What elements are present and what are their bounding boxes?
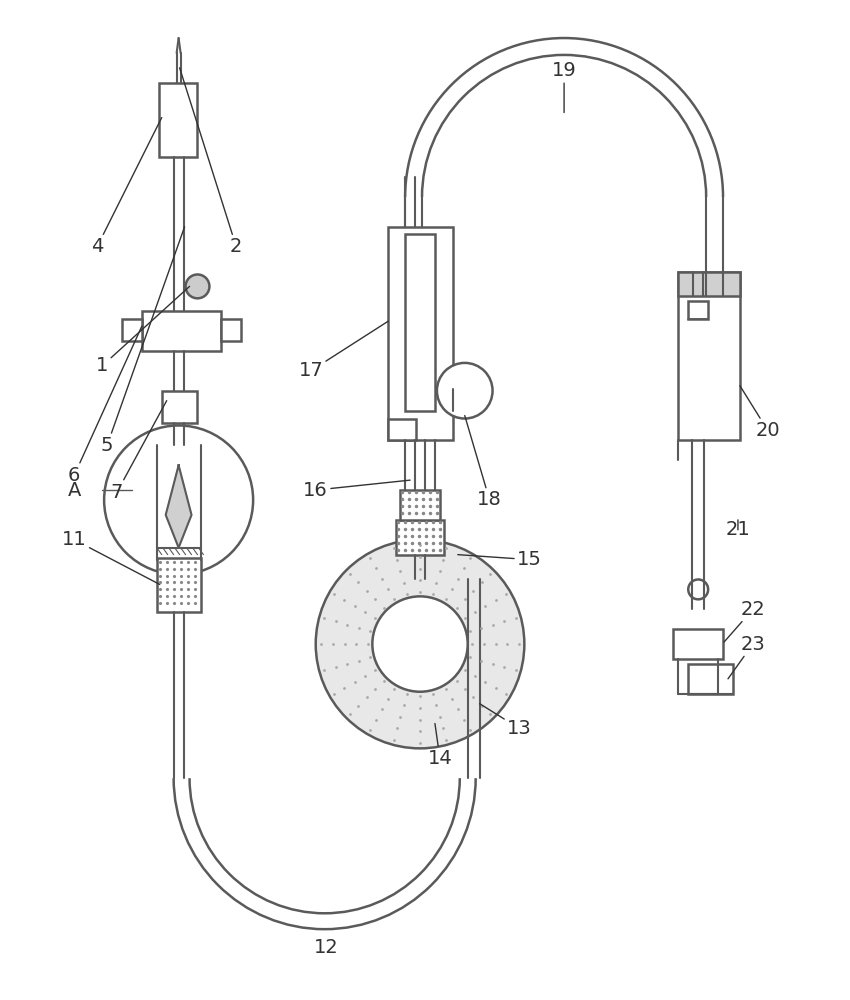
Text: 4: 4 (91, 118, 162, 256)
Text: A: A (68, 481, 81, 500)
Bar (688, 664, 733, 694)
Text: 21: 21 (726, 520, 751, 539)
Text: 16: 16 (303, 480, 410, 500)
Text: 1: 1 (96, 286, 190, 375)
Text: 18: 18 (465, 416, 502, 509)
Text: 13: 13 (479, 704, 532, 738)
Text: 23: 23 (728, 635, 765, 679)
Circle shape (315, 540, 524, 748)
Bar (405, 234, 435, 411)
Bar (388, 419, 416, 440)
Text: 6: 6 (68, 326, 142, 485)
Text: 17: 17 (298, 321, 388, 380)
Text: 19: 19 (552, 61, 576, 113)
Text: 12: 12 (314, 938, 339, 957)
Text: 2: 2 (179, 68, 242, 256)
Circle shape (437, 363, 492, 419)
Bar (162, 391, 197, 423)
Circle shape (185, 274, 209, 298)
Text: 5: 5 (101, 227, 184, 455)
Circle shape (688, 579, 708, 599)
Text: 11: 11 (62, 530, 160, 584)
Bar (678, 272, 740, 440)
Circle shape (372, 596, 468, 692)
Text: 20: 20 (740, 386, 780, 440)
Bar (388, 227, 453, 440)
Bar (156, 558, 201, 612)
Text: 22: 22 (724, 600, 765, 642)
Bar (673, 629, 723, 659)
Bar (400, 490, 440, 520)
Bar (122, 319, 142, 341)
Text: 15: 15 (458, 550, 541, 569)
Bar (396, 520, 444, 555)
Bar (221, 319, 241, 341)
Bar (678, 272, 740, 296)
Bar (688, 301, 708, 319)
Text: 7: 7 (110, 401, 167, 502)
Bar (159, 83, 196, 157)
Circle shape (104, 425, 253, 575)
Text: 14: 14 (428, 724, 452, 768)
Bar (142, 311, 221, 351)
Polygon shape (166, 465, 191, 548)
